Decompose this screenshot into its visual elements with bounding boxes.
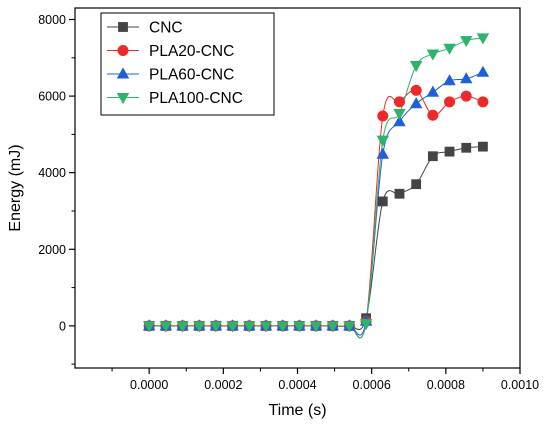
data-point-cnc xyxy=(427,151,438,162)
data-point-pla60-cnc xyxy=(393,115,406,127)
data-point-pla100-cnc xyxy=(259,321,273,333)
data-point-pla60-cnc xyxy=(476,65,490,77)
x-tick-label: 0.0004 xyxy=(278,378,316,392)
series-line-cnc xyxy=(149,146,483,330)
data-point-pla100-cnc xyxy=(443,43,456,55)
data-point-pla100-cnc xyxy=(159,321,173,333)
data-point-pla100-cnc xyxy=(192,321,206,333)
legend-marker-pla100-cnc xyxy=(116,93,130,105)
data-point-pla20-cnc xyxy=(427,109,439,121)
legend-label-pla100-cnc: PLA100-CNC xyxy=(149,90,243,107)
data-point-pla60-cnc xyxy=(376,147,390,159)
data-point-cnc xyxy=(394,188,405,199)
data-point-pla100-cnc xyxy=(476,33,490,45)
labels-layer: Time (s) Energy (mJ) xyxy=(7,144,327,419)
legend-marker-pla20-cnc xyxy=(117,44,129,56)
legend-marker-pla60-cnc xyxy=(116,67,130,79)
data-point-pla100-cnc xyxy=(309,321,323,333)
y-tick-label: 0 xyxy=(59,319,66,333)
data-point-pla100-cnc xyxy=(359,319,373,331)
y-tick-label: 2000 xyxy=(38,243,66,257)
y-tick-label: 4000 xyxy=(38,166,66,180)
legend: CNC PLA20-CNC PLA60-CNC PLA100-CNC xyxy=(100,12,275,116)
data-point-pla20-cnc xyxy=(477,96,489,108)
data-point-cnc xyxy=(461,142,472,153)
ticks-layer: 0.0000 0.0002 0.0004 0.0006 0.0008 0.0010 0 200… xyxy=(38,13,539,392)
data-point-pla100-cnc xyxy=(293,321,306,333)
x-tick-label: 0.0008 xyxy=(427,378,465,392)
data-point-pla100-cnc xyxy=(426,49,440,61)
x-tick-label: 0.0000 xyxy=(130,378,168,392)
legend-label-pla60-cnc: PLA60-CNC xyxy=(149,67,234,84)
data-point-pla100-cnc xyxy=(276,321,289,333)
data-point-pla100-cnc xyxy=(226,321,239,333)
data-point-cnc xyxy=(478,141,488,152)
data-point-pla60-cnc xyxy=(409,97,423,109)
legend-label-cnc: CNC xyxy=(149,20,183,37)
data-point-cnc xyxy=(411,179,422,190)
data-point-pla60-cnc xyxy=(443,74,456,86)
legend-marker-cnc xyxy=(118,22,128,32)
data-point-pla100-cnc xyxy=(176,321,189,333)
data-point-pla20-cnc xyxy=(444,96,456,108)
y-tick-label: 6000 xyxy=(38,90,66,104)
data-point-pla100-cnc xyxy=(343,321,356,333)
data-point-pla20-cnc xyxy=(410,84,422,96)
x-tick-label: 0.0010 xyxy=(501,378,539,392)
data-point-pla20-cnc xyxy=(377,110,389,122)
data-point-cnc xyxy=(377,196,388,207)
data-point-pla100-cnc xyxy=(326,321,339,333)
series-line-pla100-cnc xyxy=(149,37,483,339)
legend-label-pla20-cnc: PLA20-CNC xyxy=(149,43,234,60)
markers-layer xyxy=(142,33,490,333)
data-point-pla100-cnc xyxy=(393,108,406,120)
data-point-pla100-cnc xyxy=(409,60,423,73)
x-axis-title: Time (s) xyxy=(268,402,326,419)
series-line-pla20-cnc xyxy=(149,89,484,339)
data-point-pla20-cnc xyxy=(393,96,405,108)
data-point-pla100-cnc xyxy=(376,135,390,147)
data-point-pla100-cnc xyxy=(209,321,223,333)
y-tick-label: 8000 xyxy=(38,13,66,27)
data-point-pla100-cnc xyxy=(142,321,156,333)
data-point-pla20-cnc xyxy=(460,90,472,102)
data-point-pla60-cnc xyxy=(426,85,440,97)
data-point-cnc xyxy=(444,146,455,157)
x-tick-label: 0.0002 xyxy=(204,378,242,392)
y-axis-title: Energy (mJ) xyxy=(7,144,24,231)
x-tick-label: 0.0006 xyxy=(353,378,391,392)
data-point-pla60-cnc xyxy=(459,72,473,84)
data-point-pla100-cnc xyxy=(243,321,256,333)
data-point-pla100-cnc xyxy=(459,36,473,48)
